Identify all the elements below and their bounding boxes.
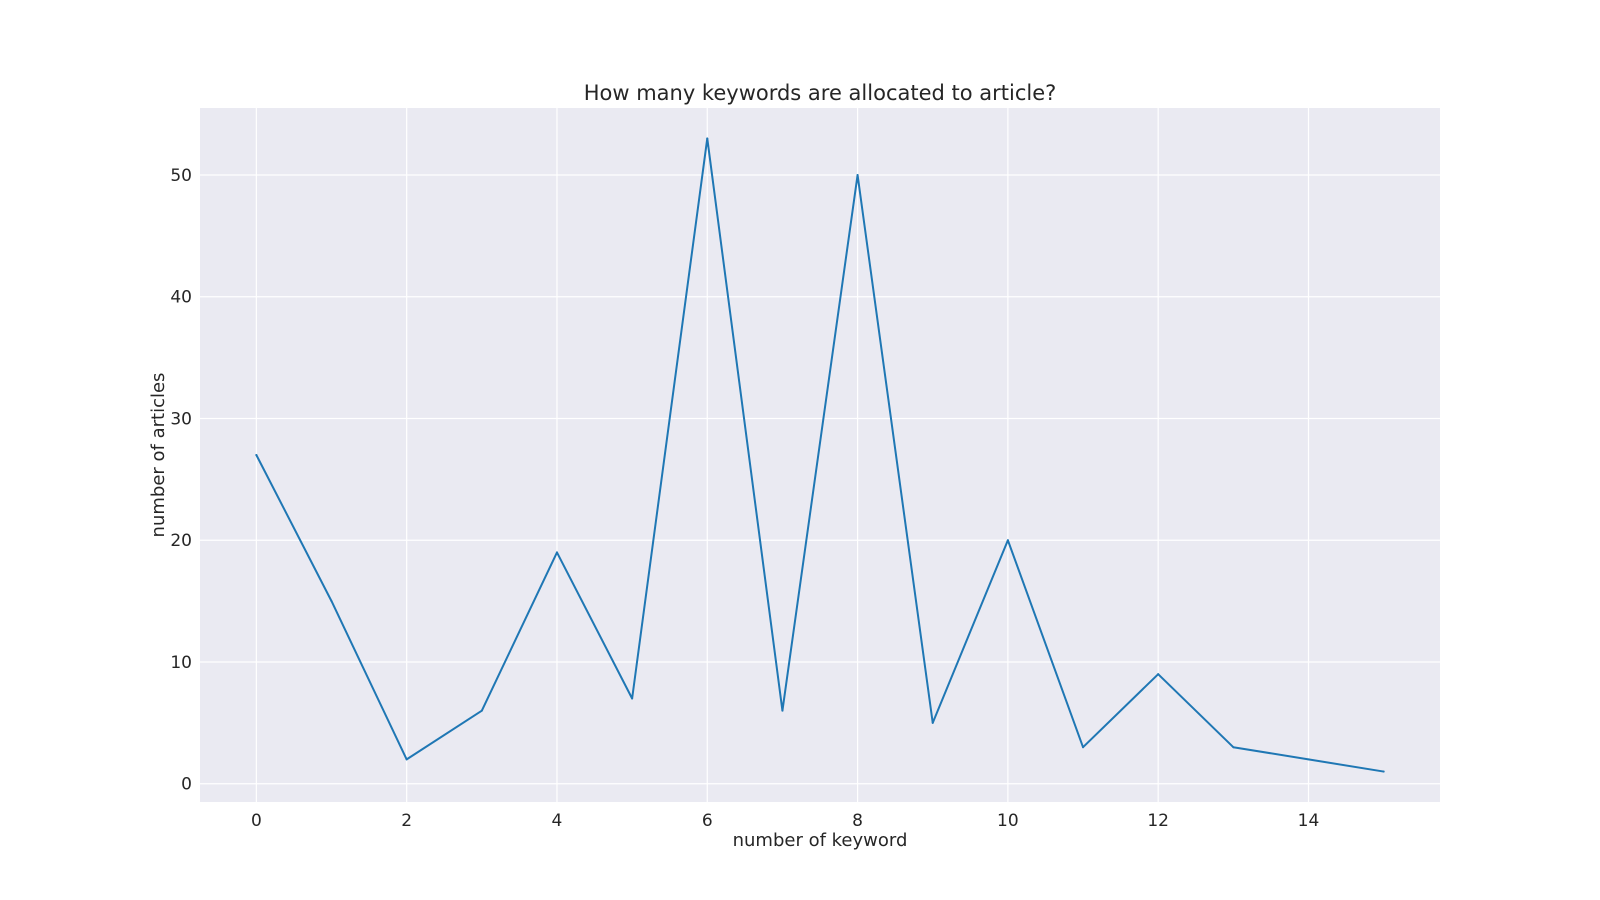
data-point (706, 137, 709, 140)
x-tick-labels: 0 2 4 6 8 10 12 14 (251, 811, 1319, 831)
series-layer (255, 137, 1385, 773)
y-tick-label: 30 (170, 409, 192, 429)
data-point (555, 551, 558, 554)
data-point (480, 709, 483, 712)
data-point (781, 709, 784, 712)
x-tick-label: 6 (702, 811, 713, 831)
x-tick-label: 4 (552, 811, 563, 831)
data-point (255, 454, 258, 456)
x-grid-lines (255, 108, 1310, 802)
data-point (631, 697, 634, 700)
y-tick-labels: 0 10 20 30 40 50 (170, 166, 192, 795)
data-point (856, 173, 859, 176)
x-axis-label: number of keyword (733, 830, 908, 851)
y-tick-label: 10 (170, 653, 192, 673)
x-tick-label: 12 (1147, 811, 1169, 831)
chart-title: How many keywords are allocated to artic… (584, 81, 1057, 105)
data-point (405, 758, 408, 761)
data-point (1082, 746, 1085, 749)
y-axis-label: number of articles (148, 373, 169, 538)
data-point (1157, 673, 1160, 676)
data-point (931, 721, 934, 724)
x-tick-label: 10 (997, 811, 1019, 831)
x-tick-label: 0 (251, 811, 262, 831)
x-tick-label: 14 (1298, 811, 1320, 831)
y-tick-label: 40 (170, 288, 192, 308)
series-line (255, 137, 1385, 773)
y-grid-lines (200, 174, 1440, 785)
x-tick-label: 8 (852, 811, 863, 831)
data-point (1232, 746, 1235, 749)
data-point (1006, 539, 1009, 542)
x-tick-label: 2 (401, 811, 412, 831)
y-tick-label: 50 (170, 166, 192, 186)
data-point (1382, 770, 1385, 773)
data-point (1307, 758, 1310, 761)
plot-background (200, 108, 1440, 802)
data-point (330, 600, 333, 603)
y-tick-label: 0 (181, 775, 192, 795)
y-tick-label: 20 (170, 531, 192, 551)
